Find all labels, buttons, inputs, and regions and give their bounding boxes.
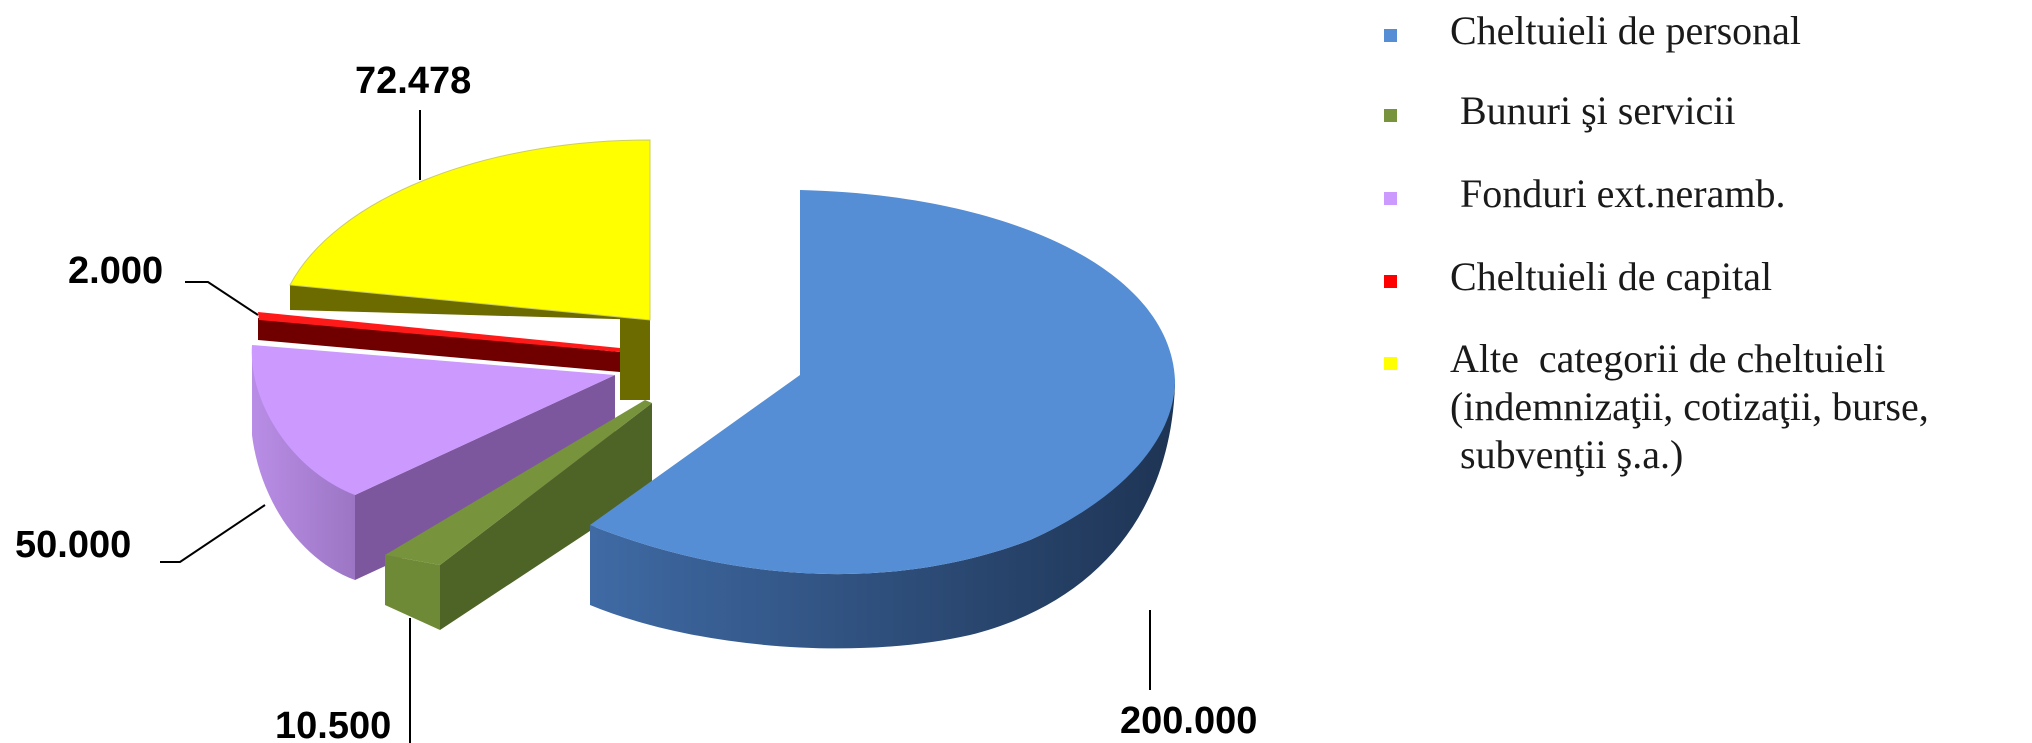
data-label-capital: 2.000 [68, 250, 163, 292]
slice-alte-categorii [289, 139, 651, 400]
data-label-alte: 72.478 [355, 60, 471, 102]
slice-fonduri-inner [355, 375, 615, 580]
legend-swatch-personal [1384, 29, 1397, 42]
legend-label-fonduri: Fonduri ext.neramb. [1450, 171, 1786, 216]
slice-bunuri-front [385, 555, 440, 630]
legend-swatch-fonduri [1384, 192, 1397, 205]
legend-swatch-alte [1384, 357, 1397, 370]
data-label-bunuri: 10.500 [275, 705, 391, 743]
slice-cheltuieli-personal [590, 190, 1175, 649]
data-label-personal: 200.000 [1120, 700, 1257, 742]
slice-alte-top [289, 139, 651, 321]
slice-fonduri [251, 345, 615, 580]
leader-line-capital [185, 281, 259, 316]
slice-personal-top [590, 190, 1175, 575]
slice-capital-top [258, 312, 620, 352]
slice-bunuri-side [440, 403, 652, 630]
slice-personal-side [590, 380, 1175, 649]
slice-fonduri-top [251, 345, 615, 495]
data-label-fonduri: 50.000 [15, 524, 131, 566]
slice-bunuri-top [385, 400, 652, 565]
legend-label-alte-line-3: subvenţii ş.a.) [1450, 432, 1684, 477]
leader-lines [160, 110, 1151, 743]
legend-swatch-bunuri [1384, 109, 1397, 122]
slice-cheltuieli-capital [258, 312, 620, 372]
leader-line-fonduri [160, 504, 266, 563]
slice-alte-side-right [620, 310, 650, 400]
legend-label-personal: Cheltuieli de personal [1450, 8, 1802, 53]
legend-label-alte-line-1: Alte categorii de cheltuieli [1450, 336, 1886, 381]
legend-label-bunuri: Bunuri şi servicii [1450, 88, 1736, 133]
slice-capital-side [258, 318, 620, 372]
pie-chart: 72.478 2.000 50.000 10.500 200.000 [15, 60, 1257, 743]
slice-bunuri [385, 400, 652, 630]
legend-label-alte-line-2: (indemnizaţii, cotizaţii, burse, [1450, 384, 1929, 429]
legend-swatch-capital [1384, 275, 1397, 288]
legend-label-capital: Cheltuieli de capital [1450, 254, 1773, 299]
